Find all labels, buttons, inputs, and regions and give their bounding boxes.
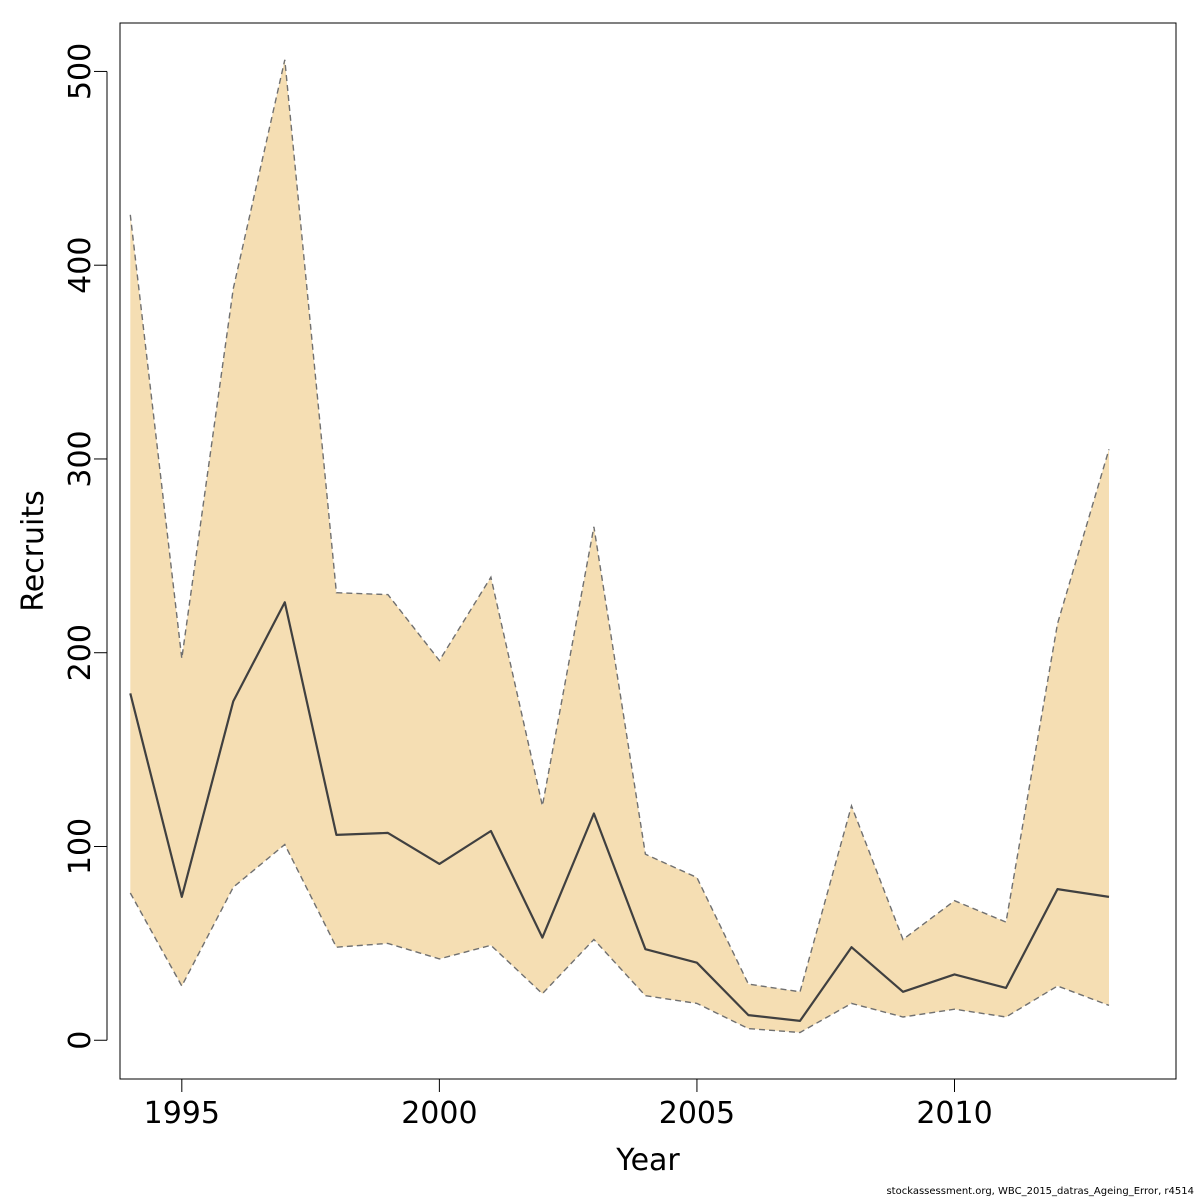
x-tick-label: 2010: [916, 1096, 992, 1131]
y-tick-label: 0: [63, 1031, 98, 1050]
y-tick-label: 400: [63, 237, 98, 294]
x-tick-label: 2005: [659, 1096, 735, 1131]
y-axis-label: Recruits: [16, 490, 51, 612]
x-tick-label: 1995: [144, 1096, 220, 1131]
footer-credit: stockassessment.org, WBC_2015_datras_Age…: [886, 1186, 1194, 1197]
y-tick-label: 300: [63, 430, 98, 487]
y-tick-label: 100: [63, 818, 98, 875]
upper-bound-line: [129, 59, 1110, 993]
axes-layer: 1995 2000 2005 2010 0 100 200 300 400 500: [63, 43, 993, 1131]
confidence-band: [130, 59, 1110, 1033]
x-axis-label: Year: [615, 1143, 680, 1178]
x-tick-label: 2000: [401, 1096, 477, 1131]
y-tick-label: 500: [63, 43, 98, 100]
lower-bound-line: [129, 843, 1110, 1034]
y-tick-label: 200: [63, 624, 98, 681]
estimate-line: [129, 601, 1110, 1023]
series-line-layer: [129, 59, 1110, 1034]
confidence-band-layer: [130, 59, 1110, 1033]
